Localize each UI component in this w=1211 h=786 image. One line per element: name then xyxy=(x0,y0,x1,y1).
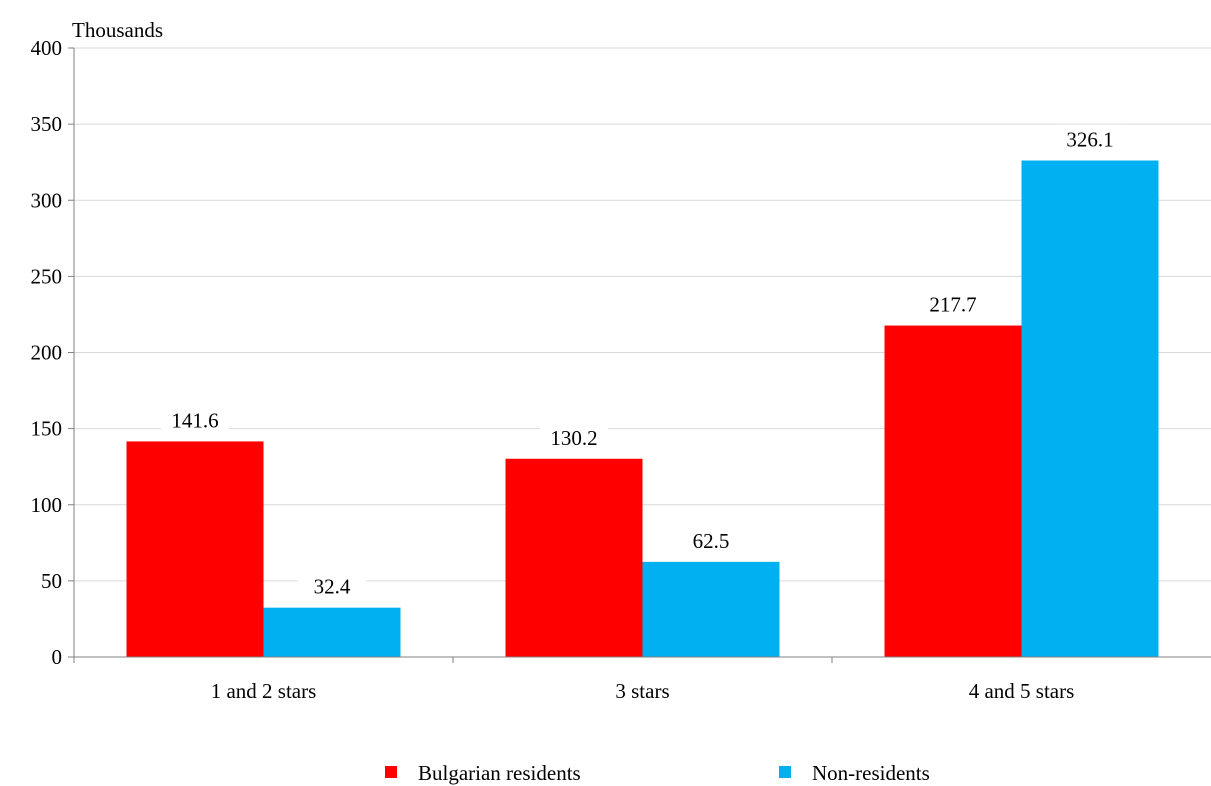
y-tick-label: 100 xyxy=(31,493,63,517)
bar xyxy=(126,441,264,657)
y-tick-label: 200 xyxy=(31,341,63,365)
data-label: 141.6 xyxy=(171,408,218,432)
x-axis: 1 and 2 stars 3 stars 4 and 5 stars xyxy=(73,48,1211,703)
data-label-background xyxy=(677,525,745,554)
data-label-background xyxy=(1056,124,1124,153)
data-labels: 141.6 32.4 130.2 62.5 217.7 326.1 xyxy=(161,124,1124,600)
bar xyxy=(1021,160,1159,657)
y-tick-label: 0 xyxy=(52,645,63,669)
bar xyxy=(642,561,780,657)
x-tick-label: 1 and 2 stars xyxy=(211,679,317,703)
y-tick-label: 400 xyxy=(31,36,63,60)
bars xyxy=(126,160,1159,657)
y-tick-label: 50 xyxy=(41,569,62,593)
data-label: 217.7 xyxy=(929,293,976,317)
data-label: 326.1 xyxy=(1066,128,1113,152)
data-label-background xyxy=(161,405,229,434)
legend: Bulgarian residents Non-residents xyxy=(385,761,930,785)
data-label-background xyxy=(919,289,987,318)
data-label: 62.5 xyxy=(693,529,730,553)
bar xyxy=(884,325,1022,657)
legend-swatch xyxy=(385,766,397,778)
legend-label: Bulgarian residents xyxy=(418,761,581,785)
data-label-background xyxy=(298,571,366,600)
x-tick-label: 3 stars xyxy=(615,679,669,703)
data-label: 32.4 xyxy=(314,575,351,599)
x-tick-label: 4 and 5 stars xyxy=(969,679,1075,703)
y-axis-ticks: 0 50 100 150 200 250 300 350 400 xyxy=(31,36,74,669)
y-axis-unit-label: Thousands xyxy=(72,18,163,42)
legend-label: Non-residents xyxy=(812,761,930,785)
legend-swatch xyxy=(779,766,791,778)
bar xyxy=(505,458,643,657)
y-tick-label: 250 xyxy=(31,264,63,288)
data-label-background xyxy=(540,422,608,451)
y-tick-label: 350 xyxy=(31,112,63,136)
y-tick-label: 300 xyxy=(31,188,63,212)
y-tick-label: 150 xyxy=(31,417,63,441)
data-label: 130.2 xyxy=(550,426,597,450)
bar xyxy=(263,607,401,657)
